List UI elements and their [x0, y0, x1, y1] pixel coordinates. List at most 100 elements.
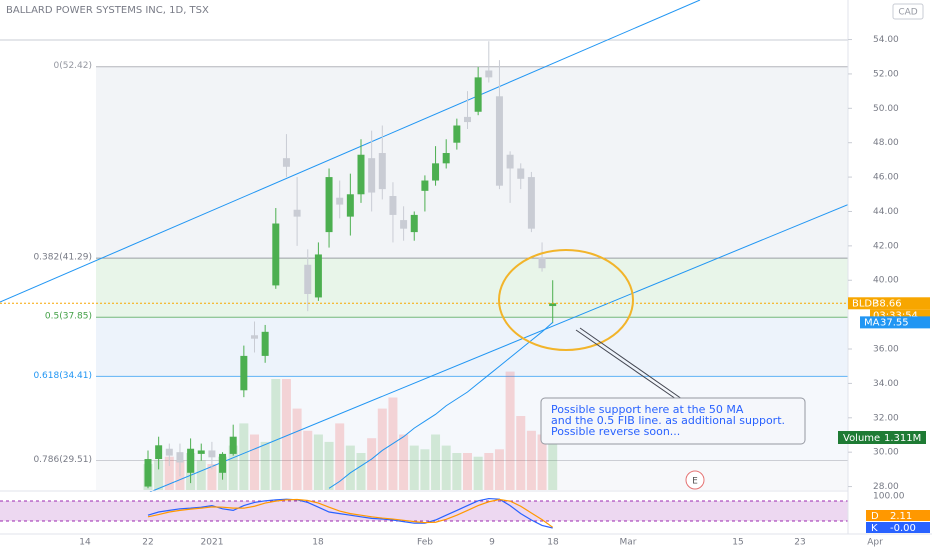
chart-title: BALLARD POWER SYSTEMS INC, 1D, TSX [6, 5, 209, 16]
volume-bar [260, 441, 270, 490]
volume-bar [154, 460, 164, 490]
fib-zone [96, 66, 848, 259]
callout-text: Possible reverse soon... [551, 425, 680, 438]
symbol-label: BLDP [852, 298, 878, 309]
fib-zones: 0(52.42) 0.382(41.29) 0.5(37.85) 0.618(34.4… [33, 61, 848, 490]
volume-bar [494, 449, 504, 490]
fib-label: 0.382(41.29) [33, 253, 92, 263]
candle-body [165, 448, 173, 456]
candle-body [357, 154, 365, 195]
volume-bar [537, 434, 547, 490]
stoch-k-tag [866, 522, 930, 533]
candle-body [304, 264, 312, 294]
channel-upper [0, 0, 701, 303]
event-marker[interactable] [685, 470, 705, 490]
candle-body [538, 257, 546, 269]
stoch-d-name: D [871, 511, 879, 522]
x-tick-label: 23 [794, 538, 805, 548]
stoch-d-tag [866, 510, 930, 521]
candle-body [485, 70, 493, 78]
y-tick-label: 46.00 [873, 173, 899, 183]
candle-body [187, 448, 195, 473]
y-tick-label: 50.00 [873, 104, 899, 114]
volume-bar [250, 434, 259, 490]
y-tick-label: 42.00 [873, 241, 899, 251]
candle-body [293, 209, 301, 217]
currency-button[interactable] [892, 3, 924, 20]
stoch-d-line [147, 498, 554, 528]
candle-body [346, 194, 354, 217]
candle-body [495, 96, 503, 186]
currency-label: CAD [898, 8, 917, 18]
candle-body [336, 197, 344, 205]
x-tick-label: 9 [489, 538, 495, 548]
callout-box [540, 397, 806, 445]
candle-body [474, 77, 482, 112]
volume-bar [196, 460, 206, 490]
symbol-tag [848, 297, 930, 310]
candle-body [251, 335, 258, 339]
fib-label: 0(52.42) [53, 61, 92, 71]
volume-bar [303, 430, 313, 490]
candle-body [410, 214, 418, 233]
axis-layer: 28.00 30.00 32.00 34.00 36.00 40.00 42.00 44.00… [79, 35, 930, 548]
volume-bar [345, 445, 355, 490]
candle-body [144, 459, 152, 487]
volume-bar [377, 408, 387, 490]
candle-body [219, 453, 227, 473]
y-tick-label: 30.00 [873, 448, 899, 458]
volume-bar [367, 438, 377, 490]
volume-tag [838, 431, 926, 444]
candle-body [506, 154, 514, 169]
x-tick-label: Mar [620, 538, 637, 548]
candle-body [400, 220, 408, 229]
candle-body [176, 452, 184, 463]
channel-lower [149, 169, 932, 493]
volume-bar [356, 453, 366, 490]
candle-body [314, 254, 322, 298]
volume-bar [431, 434, 441, 490]
stoch-k-name: K [871, 523, 878, 534]
volume-value: 1.311M [884, 433, 921, 444]
y-tick-label: 28.00 [873, 482, 899, 492]
price-layer [0, 41, 848, 489]
y-tick-label: 36.00 [873, 345, 899, 355]
candle-body [368, 158, 376, 193]
volume-bar [335, 423, 345, 490]
y-tick-label: 44.00 [873, 207, 899, 217]
event-label: E [692, 477, 698, 487]
volume-bar [164, 456, 174, 490]
candle-body [282, 158, 290, 167]
volume-bar [516, 416, 526, 490]
candle-body [432, 163, 440, 181]
volume-bar [484, 453, 494, 490]
last-price-label: 38.66 [873, 298, 902, 309]
volume-bar [473, 456, 483, 490]
candle-body [272, 223, 280, 286]
volume-bar [399, 434, 409, 490]
volume-bar [324, 441, 334, 490]
ma-line [328, 321, 554, 489]
volume-bar [420, 449, 430, 490]
countdown-label: 03:33:54 [873, 310, 918, 321]
stoch-tick-label: 100.00 [873, 492, 905, 502]
candle-body [261, 331, 269, 356]
candle-body [378, 153, 386, 190]
y-tick-label: 52.00 [873, 69, 899, 79]
callout-text: Possible support here at the 50 MA [551, 403, 744, 416]
volume-bar [409, 445, 419, 490]
callout-text: and the 0.5 FIB line. as additional supp… [551, 414, 785, 427]
candle-body [208, 450, 216, 458]
volume-bar [313, 434, 323, 490]
fib-label: 0.5(37.85) [45, 312, 92, 322]
x-tick-label: 14 [79, 538, 91, 548]
candle-body [421, 180, 429, 191]
candle-body [517, 168, 525, 179]
candle-body [453, 125, 461, 143]
price-axis [848, 0, 932, 550]
y-tick-label: 40.00 [873, 276, 899, 286]
candle-body [229, 436, 237, 454]
volume-bar [271, 379, 281, 490]
candle-body [527, 177, 535, 229]
